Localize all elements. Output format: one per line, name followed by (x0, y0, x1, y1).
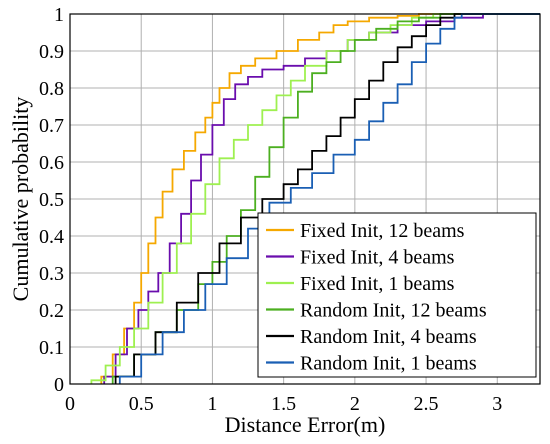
legend-entry: Fixed Init, 4 beams (300, 247, 455, 269)
y-tick-label: 0.8 (39, 78, 64, 100)
legend: Fixed Init, 12 beams Fixed Init, 4 beams F… (257, 212, 537, 378)
y-axis-label: Cumulative probability (8, 97, 33, 302)
y-tick-label: 0.2 (39, 300, 64, 322)
y-tick-label: 0.4 (39, 226, 64, 248)
x-tick-label: 3 (492, 393, 502, 415)
series-line (100, 13, 540, 384)
legend-entry: Fixed Init, 1 beams (300, 273, 455, 295)
y-tick-label: 1 (54, 4, 64, 26)
x-tick-label: 1 (207, 393, 217, 415)
x-tick-label: 1.5 (271, 393, 296, 415)
series-line (118, 13, 540, 384)
y-tick-label: 0 (54, 374, 64, 396)
y-tick-label: 0.7 (39, 115, 64, 137)
legend-entry: Fixed Init, 12 beams (300, 220, 465, 242)
plot-frame (69, 13, 541, 385)
x-tick-labels: 0 0.5 1 1.5 2 2.5 3 (65, 393, 502, 415)
legend-entry: Random Init, 1 beams (300, 353, 477, 375)
x-tick-label: 2.5 (414, 393, 439, 415)
x-tick-label: 0.5 (129, 393, 154, 415)
x-tick-label: 0 (65, 393, 75, 415)
series-line (114, 13, 540, 384)
grid (70, 14, 540, 384)
series-line (90, 13, 540, 384)
y-tick-label: 0.3 (39, 263, 64, 285)
y-tick-label: 0.9 (39, 41, 64, 63)
y-tick-labels: 0 0.1 0.2 0.3 0.4 0.5 0.6 0.7 0.8 0.9 1 (39, 4, 64, 396)
y-tick-label: 0.6 (39, 152, 64, 174)
y-tick-label: 0.1 (39, 337, 64, 359)
legend-entry: Random Init, 12 beams (300, 300, 487, 322)
legend-entry: Random Init, 4 beams (300, 326, 477, 348)
y-tick-label: 0.5 (39, 189, 64, 211)
x-tick-label: 2 (350, 393, 360, 415)
legend-box (257, 212, 537, 378)
series-lines (90, 13, 540, 384)
x-axis-label: Distance Error(m) (225, 412, 386, 437)
